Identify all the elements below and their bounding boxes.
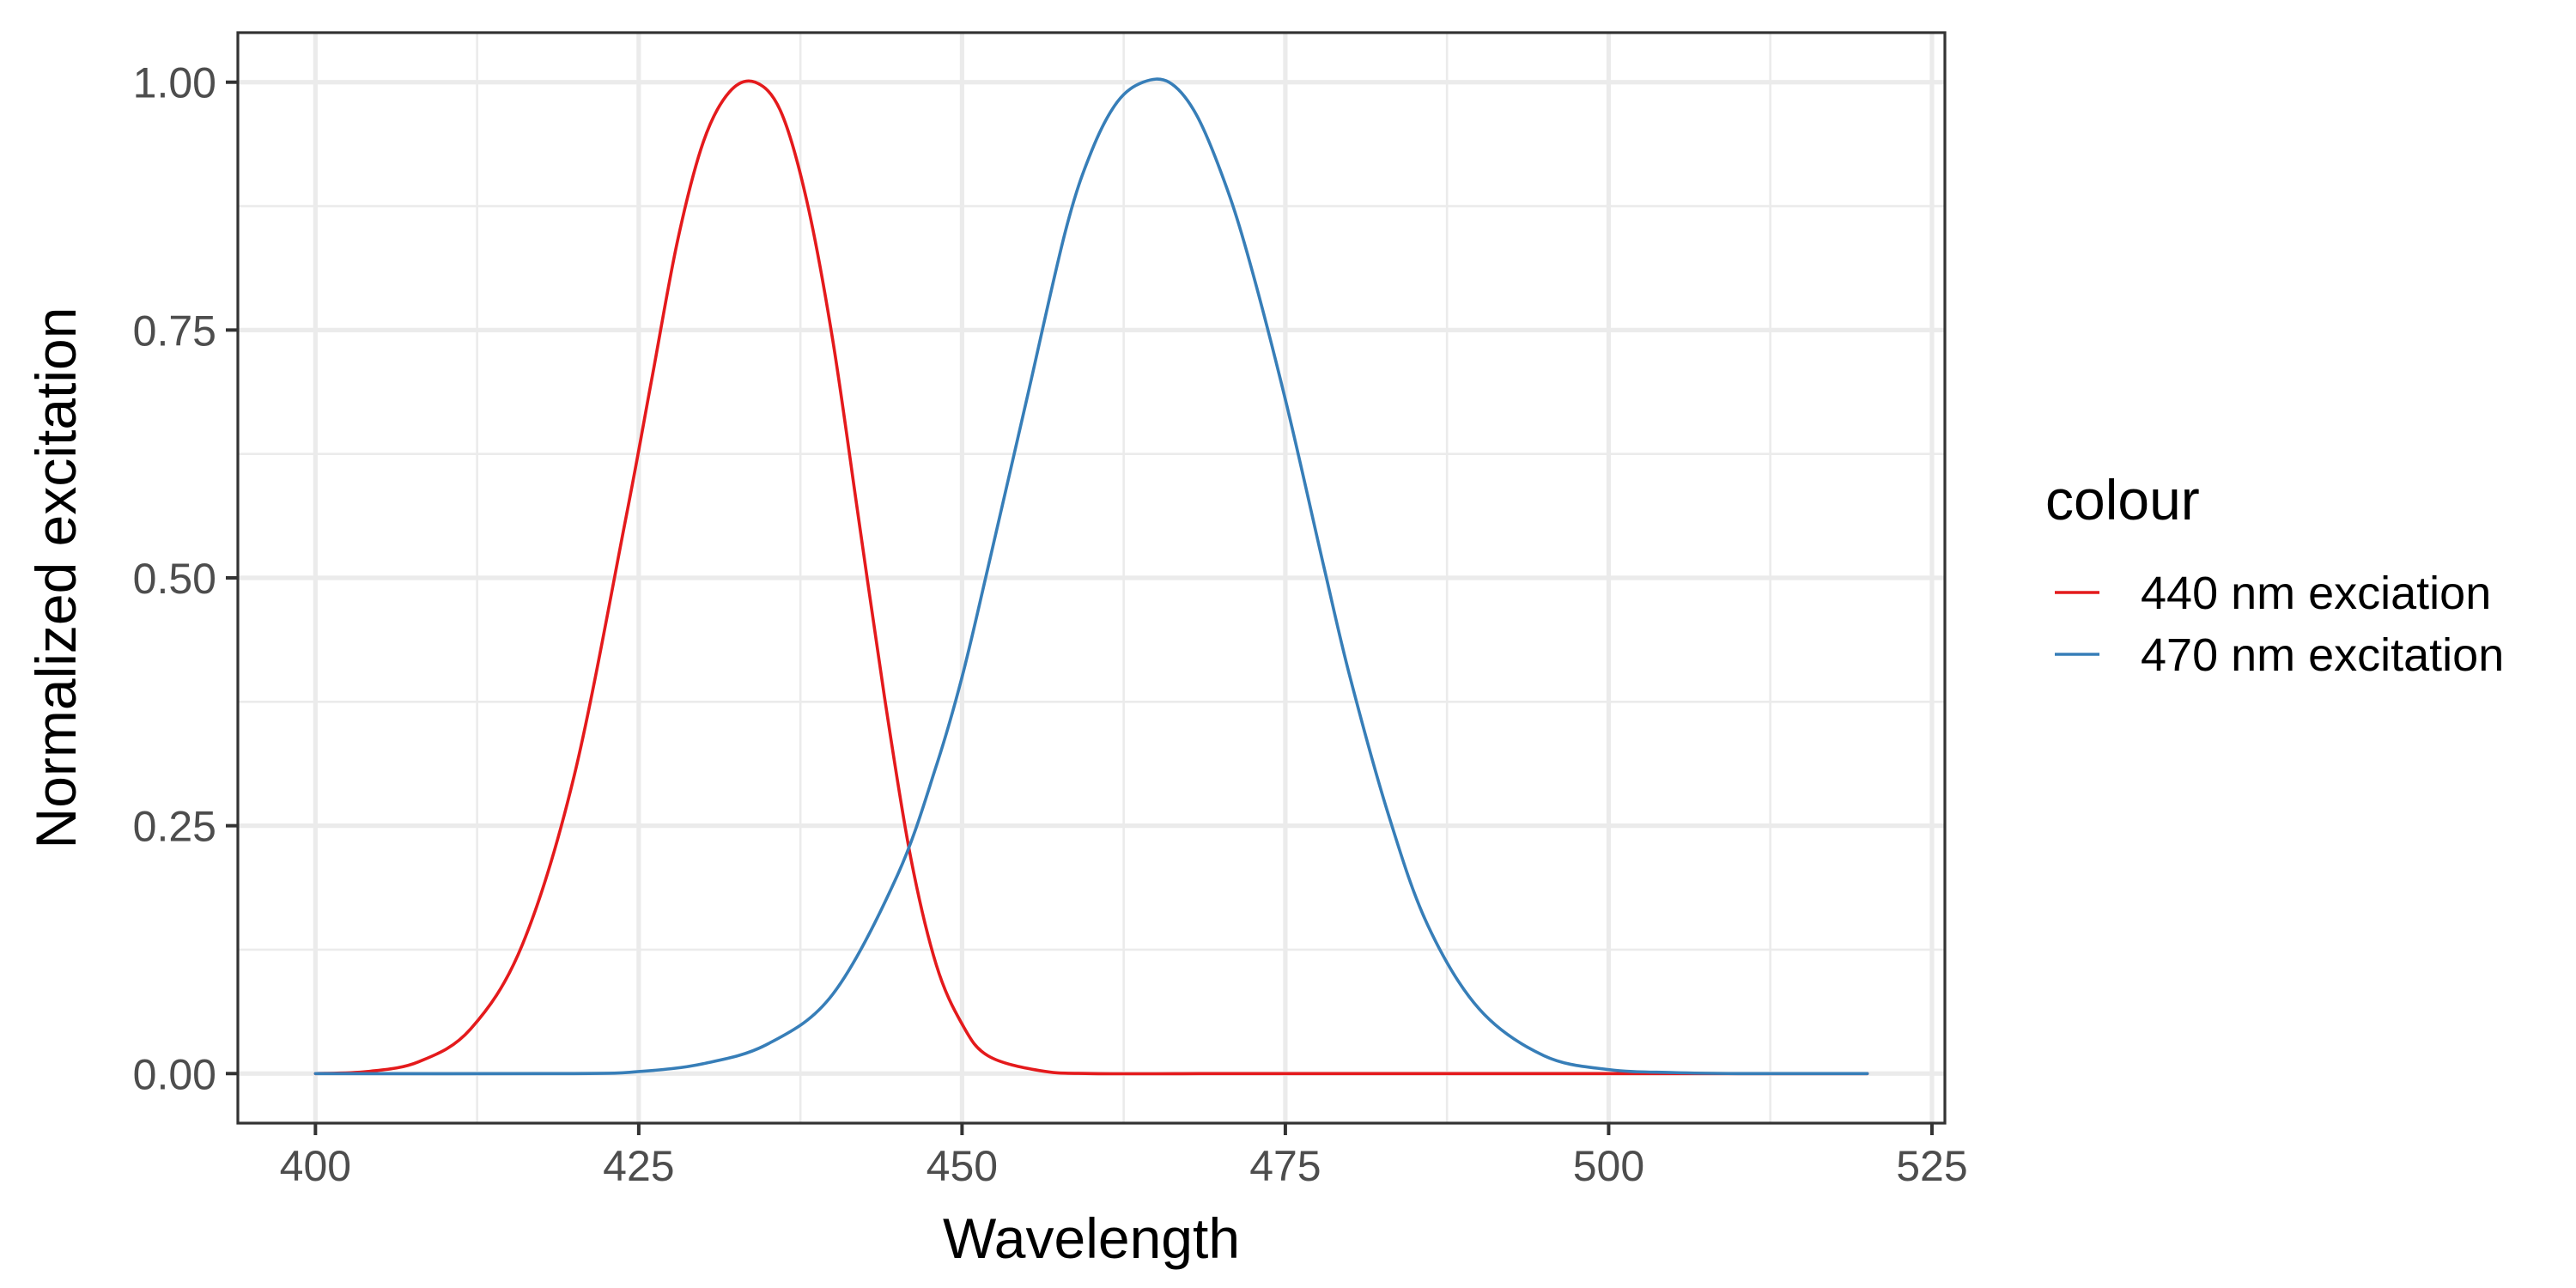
x-axis: 400 425 450 475 500 525 — [280, 1123, 1968, 1190]
x-tick-label: 475 — [1249, 1142, 1321, 1190]
legend-label-470-nm-excitation: 470 nm excitation — [2141, 629, 2504, 681]
x-tick-label: 450 — [927, 1142, 998, 1190]
y-axis: 0.00 0.25 0.50 0.75 1.00 — [133, 59, 238, 1098]
x-tick-label: 525 — [1896, 1142, 1967, 1190]
y-tick-label: 0.00 — [133, 1050, 216, 1098]
series-lines — [313, 77, 1869, 1076]
minor-gridlines — [238, 33, 1945, 1123]
y-tick-label: 1.00 — [133, 59, 216, 107]
legend: colour 440 nm exciation 470 nm excitation — [2045, 468, 2504, 681]
legend-label-440-nm-exciation: 440 nm exciation — [2141, 568, 2491, 619]
legend-items: 440 nm exciation 470 nm excitation — [2055, 568, 2504, 681]
x-tick-label: 400 — [280, 1142, 351, 1190]
plot-panel — [236, 31, 1947, 1125]
y-axis-title: Normalized excitation — [24, 307, 88, 849]
y-tick-label: 0.75 — [133, 307, 216, 355]
x-tick-label: 500 — [1573, 1142, 1644, 1190]
series-line-440-nm-exciation — [313, 79, 1869, 1076]
legend-title: colour — [2045, 468, 2200, 532]
y-tick-label: 0.25 — [133, 803, 216, 851]
x-tick-label: 425 — [603, 1142, 674, 1190]
x-axis-title: Wavelength — [943, 1206, 1240, 1270]
series-line-470-nm-excitation — [313, 77, 1869, 1076]
y-tick-label: 0.50 — [133, 555, 216, 603]
